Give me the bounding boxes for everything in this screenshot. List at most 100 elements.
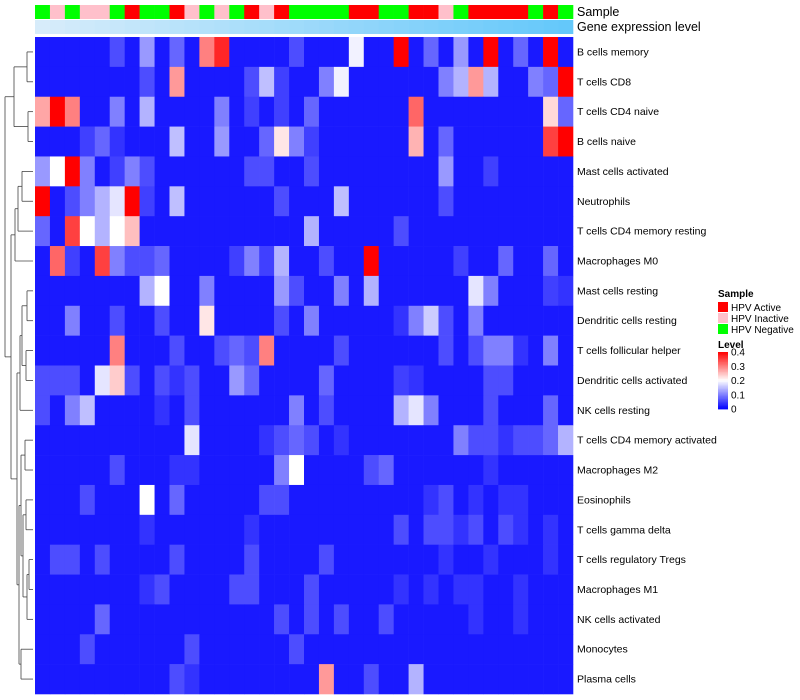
heatmap-cell xyxy=(498,544,514,575)
heatmap-cell xyxy=(468,305,484,336)
heatmap-cell xyxy=(513,216,529,247)
heatmap-cell xyxy=(244,126,260,157)
heatmap-cell xyxy=(543,544,559,575)
heatmap-cell xyxy=(94,275,111,307)
gene-expression-cell xyxy=(64,20,81,34)
heatmap-cell xyxy=(244,305,260,336)
heatmap-cell xyxy=(453,574,469,605)
heatmap-cell xyxy=(64,634,81,665)
heatmap-cell xyxy=(49,455,66,486)
heatmap-cell xyxy=(214,126,230,157)
heatmap-cell xyxy=(378,425,394,456)
heatmap-cell xyxy=(109,335,125,366)
heatmap-cell xyxy=(124,335,140,366)
heatmap-cell xyxy=(274,96,290,127)
heatmap-cell xyxy=(304,186,320,217)
heatmap-cell xyxy=(259,544,275,575)
heatmap-cell xyxy=(558,96,574,127)
heatmap-cell xyxy=(318,395,335,426)
heatmap-cell xyxy=(35,455,51,486)
heatmap-cell xyxy=(154,484,170,516)
heatmap-cell xyxy=(543,395,559,426)
row-label: T cells CD4 naive xyxy=(577,106,659,118)
sample-annotation-cell xyxy=(513,5,529,19)
row-label: T cells gamma delta xyxy=(577,524,671,536)
heatmap-cell xyxy=(169,96,185,127)
heatmap-cell xyxy=(348,544,365,575)
sample-annotation-cell xyxy=(274,5,290,19)
heatmap-cell xyxy=(393,216,409,247)
sample-annotation-cell xyxy=(318,5,335,19)
heatmap-cell xyxy=(528,664,544,695)
heatmap-cell xyxy=(513,66,529,98)
heatmap-cell xyxy=(139,634,155,665)
heatmap-cell xyxy=(79,96,96,127)
heatmap-cell xyxy=(333,335,350,366)
heatmap-cell xyxy=(139,395,155,426)
heatmap-cell xyxy=(199,96,215,127)
heatmap-cell xyxy=(169,484,185,516)
heatmap-cell xyxy=(124,216,140,247)
heatmap-cell xyxy=(453,514,469,545)
heatmap-cell xyxy=(498,395,514,426)
heatmap-cell xyxy=(408,216,424,247)
heatmap-cell xyxy=(408,664,424,695)
heatmap-cell xyxy=(244,664,260,695)
heatmap-cell xyxy=(318,604,335,635)
legend-gradient-step xyxy=(718,363,728,366)
heatmap-cell xyxy=(229,66,245,98)
heatmap-cell xyxy=(528,275,544,307)
heatmap-cell xyxy=(483,126,499,157)
heatmap-cell xyxy=(184,455,200,486)
sample-annotation-label: Sample xyxy=(577,5,619,19)
heatmap-cell xyxy=(244,335,260,366)
heatmap-cell xyxy=(64,305,81,336)
heatmap-cell xyxy=(274,156,290,187)
heatmap-cell xyxy=(35,305,51,336)
sample-annotation-cell xyxy=(49,5,66,19)
heatmap-cell xyxy=(49,365,66,396)
heatmap-cell xyxy=(333,604,350,635)
heatmap-cell xyxy=(498,37,514,68)
heatmap-cell xyxy=(333,305,350,336)
heatmap-cell xyxy=(318,365,335,396)
sample-annotation-cell xyxy=(64,5,81,19)
heatmap-cell xyxy=(94,395,111,426)
gene-expression-cell xyxy=(214,20,230,34)
heatmap-cell xyxy=(289,275,305,307)
heatmap-cell xyxy=(408,96,424,127)
heatmap-cell xyxy=(199,395,215,426)
heatmap-cell xyxy=(513,335,529,366)
heatmap-cell xyxy=(348,455,365,486)
heatmap-cell xyxy=(363,66,380,98)
heatmap-cell xyxy=(109,305,125,336)
gene-expression-cell xyxy=(483,20,499,34)
heatmap-cell xyxy=(229,634,245,665)
sample-annotation-cell xyxy=(408,5,424,19)
heatmap-cell xyxy=(274,604,290,635)
heatmap-cell xyxy=(124,604,140,635)
heatmap-cell xyxy=(498,455,514,486)
heatmap-cell xyxy=(49,96,66,127)
legend-gradient-step xyxy=(718,371,728,374)
heatmap-cell xyxy=(558,425,574,456)
heatmap-cell xyxy=(199,305,215,336)
heatmap-cell xyxy=(513,544,529,575)
heatmap-cell xyxy=(558,126,574,157)
heatmap-cell xyxy=(199,216,215,247)
heatmap-cell xyxy=(393,275,409,307)
heatmap-cell xyxy=(199,634,215,665)
heatmap-cell xyxy=(483,216,499,247)
legend-gradient-step xyxy=(718,386,728,389)
heatmap-cell xyxy=(35,96,51,127)
heatmap-cell xyxy=(289,455,305,486)
heatmap-cell xyxy=(363,335,380,366)
heatmap-cell xyxy=(318,335,335,366)
heatmap-cell xyxy=(543,484,559,516)
heatmap-cell xyxy=(184,305,200,336)
heatmap-cell xyxy=(483,37,499,68)
legend-gradient-step xyxy=(718,379,728,381)
heatmap-cell xyxy=(124,275,140,307)
heatmap-cell xyxy=(468,275,484,307)
gene-expression-annotation-label: Gene expression level xyxy=(577,20,701,34)
